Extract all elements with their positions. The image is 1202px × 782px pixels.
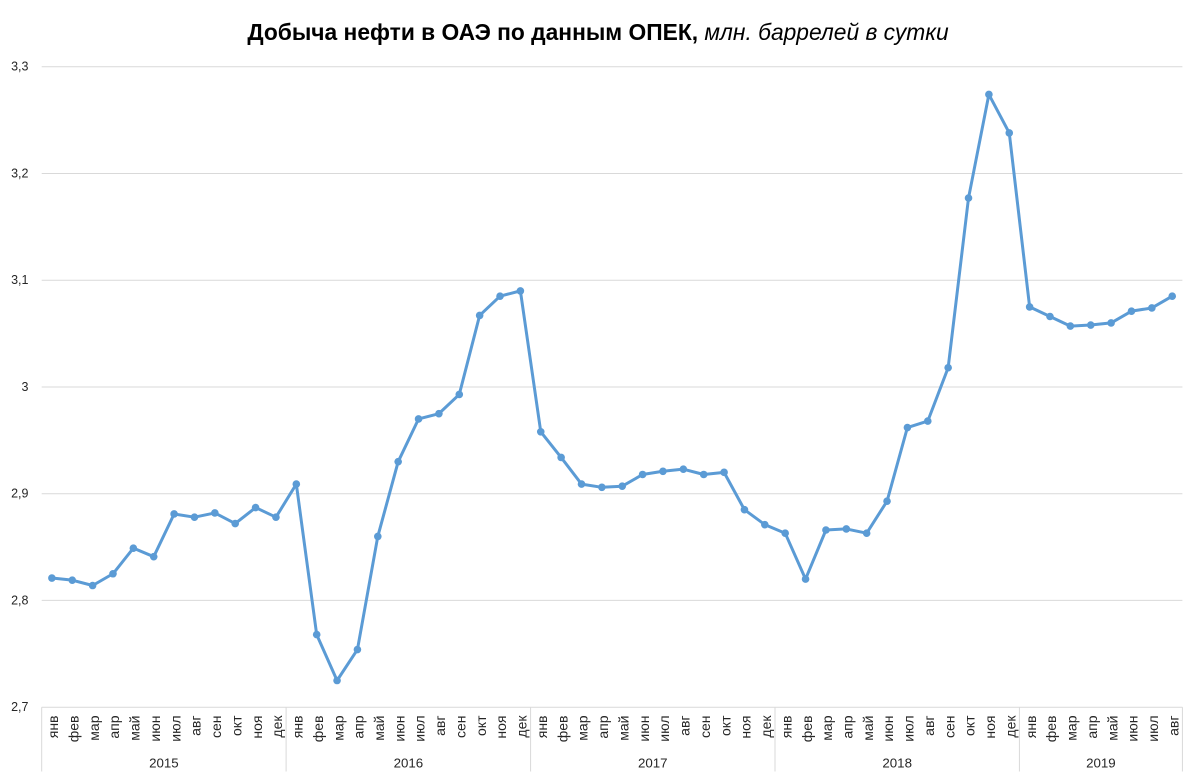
svg-text:апр: апр — [351, 715, 367, 738]
svg-text:мар: мар — [86, 715, 102, 740]
svg-text:фев: фев — [1043, 716, 1059, 743]
svg-text:авг: авг — [1165, 716, 1181, 736]
svg-text:июн: июн — [147, 716, 163, 742]
svg-text:сен: сен — [208, 716, 224, 739]
svg-text:апр: апр — [106, 715, 122, 738]
svg-text:авг: авг — [677, 716, 693, 736]
svg-text:апр: апр — [840, 715, 856, 738]
svg-text:июн: июн — [880, 716, 896, 742]
svg-text:сен: сен — [697, 716, 713, 739]
svg-text:май: май — [615, 716, 631, 741]
svg-text:янв: янв — [1023, 716, 1039, 739]
svg-text:2,8: 2,8 — [11, 593, 28, 607]
svg-text:ноя: ноя — [738, 716, 754, 739]
svg-text:3: 3 — [22, 380, 29, 394]
svg-text:мар: мар — [330, 715, 346, 740]
svg-text:сен: сен — [941, 716, 957, 739]
svg-text:авг: авг — [432, 716, 448, 736]
svg-text:мар: мар — [1064, 715, 1080, 740]
svg-text:июл: июл — [656, 716, 672, 742]
svg-text:янв: янв — [45, 716, 61, 739]
svg-text:2019: 2019 — [1086, 756, 1116, 771]
svg-text:июл: июл — [167, 716, 183, 742]
svg-text:июл: июл — [1145, 716, 1161, 742]
svg-text:апр: апр — [1084, 715, 1100, 738]
svg-text:фев: фев — [310, 716, 326, 743]
svg-text:окт: окт — [228, 715, 244, 736]
svg-text:2016: 2016 — [394, 756, 424, 771]
svg-text:дек: дек — [269, 715, 285, 738]
svg-text:апр: апр — [595, 715, 611, 738]
svg-text:дек: дек — [758, 715, 774, 738]
svg-text:2018: 2018 — [882, 756, 912, 771]
svg-text:2015: 2015 — [149, 756, 179, 771]
svg-text:2017: 2017 — [638, 756, 668, 771]
svg-text:2,9: 2,9 — [11, 487, 28, 501]
svg-text:янв: янв — [290, 716, 306, 739]
svg-text:май: май — [127, 716, 143, 741]
svg-text:янв: янв — [534, 716, 550, 739]
svg-text:июн: июн — [636, 716, 652, 742]
svg-text:ноя: ноя — [493, 716, 509, 739]
svg-text:июн: июн — [391, 716, 407, 742]
svg-text:фев: фев — [66, 716, 82, 743]
svg-text:3,3: 3,3 — [11, 60, 28, 74]
svg-text:май: май — [860, 716, 876, 741]
svg-text:июн: июн — [1125, 716, 1141, 742]
svg-text:фев: фев — [799, 716, 815, 743]
svg-text:окт: окт — [717, 715, 733, 736]
svg-text:авг: авг — [188, 716, 204, 736]
svg-text:окт: окт — [473, 715, 489, 736]
svg-text:дек: дек — [1003, 715, 1019, 738]
svg-text:авг: авг — [921, 716, 937, 736]
svg-text:ноя: ноя — [249, 716, 265, 739]
svg-text:янв: янв — [778, 716, 794, 739]
svg-text:фев: фев — [554, 716, 570, 743]
svg-text:ноя: ноя — [982, 716, 998, 739]
svg-text:мар: мар — [575, 715, 591, 740]
svg-text:мар: мар — [819, 715, 835, 740]
svg-text:июл: июл — [901, 716, 917, 742]
svg-text:сен: сен — [453, 716, 469, 739]
svg-text:дек: дек — [514, 715, 530, 738]
svg-text:июл: июл — [412, 716, 428, 742]
svg-text:Добыча нефти в ОАЭ по данным О: Добыча нефти в ОАЭ по данным ОПЕК, млн. … — [247, 19, 949, 45]
svg-text:3,2: 3,2 — [11, 167, 28, 181]
svg-text:май: май — [371, 716, 387, 741]
svg-text:окт: окт — [962, 715, 978, 736]
svg-text:3,1: 3,1 — [11, 273, 28, 287]
svg-text:2,7: 2,7 — [11, 700, 28, 714]
svg-text:май: май — [1104, 716, 1120, 741]
